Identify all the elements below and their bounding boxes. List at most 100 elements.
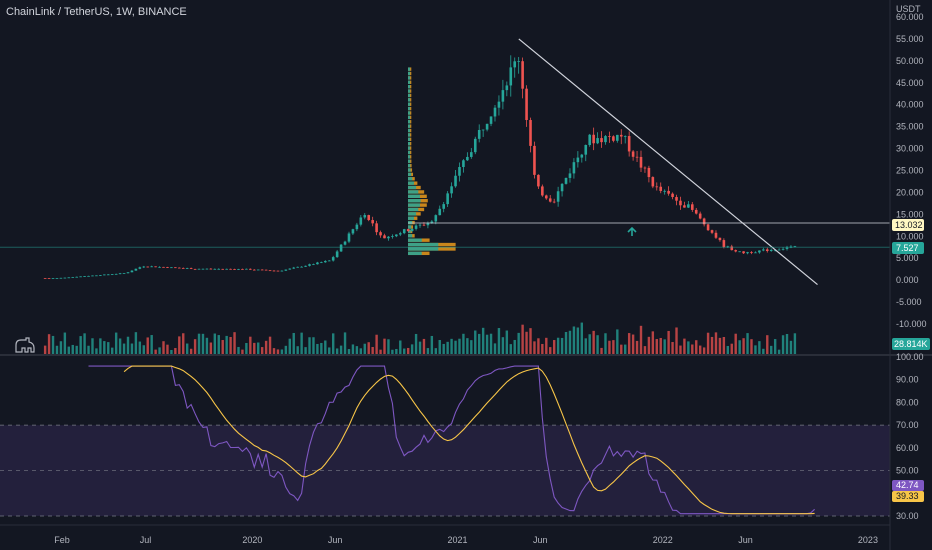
candle-body [252, 269, 256, 271]
time-tick-label: Jul [140, 535, 152, 545]
candle-body [722, 240, 726, 247]
volume-bar [75, 345, 78, 354]
candle-body [612, 136, 615, 141]
candle-body [616, 134, 619, 141]
candle-body [702, 218, 706, 225]
candle-body [521, 61, 524, 89]
rsi-badge-text: 42.74 [896, 480, 919, 490]
candle-body [375, 223, 378, 233]
volume-bar [624, 344, 627, 354]
candle-body [517, 61, 520, 62]
volume-bar [793, 333, 797, 354]
candle-body [402, 229, 406, 234]
volume-profile-bar [408, 124, 411, 128]
candle-body [292, 267, 296, 269]
candle-body [450, 186, 453, 194]
volume-bar [193, 339, 197, 354]
volume-bar [746, 333, 749, 354]
volume-bar [395, 348, 398, 354]
candle-body [205, 268, 209, 270]
volume-profile-bar [408, 247, 439, 251]
candle-body [462, 160, 465, 168]
candle-body [576, 157, 580, 163]
trendline[interactable] [518, 38, 818, 285]
volume-bar [478, 333, 481, 354]
candle-body [221, 268, 225, 270]
volume-badge-text: 28.814K [894, 339, 928, 349]
rsi-ma-badge-text: 39.33 [896, 491, 919, 501]
volume-bar [189, 348, 193, 354]
price-tick-label: 45.000 [896, 78, 924, 88]
volume-bar [213, 333, 217, 354]
volume-bar [51, 335, 55, 354]
candle-body [106, 274, 110, 276]
candle-body [497, 101, 501, 108]
volume-bar [225, 335, 228, 354]
volume-bar [158, 347, 161, 354]
volume-bar [493, 343, 497, 354]
tradingview-logo-icon[interactable] [14, 336, 38, 354]
candle-body [391, 236, 394, 238]
candle-body [83, 276, 86, 277]
volume-bar [600, 347, 603, 354]
candle-body [51, 278, 55, 279]
volume-bar [521, 324, 524, 354]
candle-body [572, 162, 576, 174]
time-tick-label: Jun [328, 535, 343, 545]
volume-bar [268, 336, 272, 354]
candle-body [529, 120, 532, 146]
candle-body [608, 136, 611, 137]
volume-bar [710, 336, 714, 354]
volume-profile-bar [408, 168, 411, 172]
volume-bar [766, 335, 769, 354]
volume-bar [91, 338, 94, 354]
volume-bar [185, 343, 189, 354]
volume-bar [770, 345, 773, 354]
candle-body [47, 278, 51, 279]
volume-bar [71, 344, 74, 354]
volume-profile-bar [408, 225, 412, 229]
volume-bar [166, 344, 169, 354]
candle-body [552, 201, 556, 203]
rsi-tick-label: 50.00 [896, 466, 919, 476]
volume-bar [320, 342, 323, 354]
volume-profile-bar [408, 234, 413, 238]
candle-body [245, 268, 248, 270]
volume-bar [706, 332, 710, 354]
candle-body [122, 273, 126, 275]
volume-profile-bar [408, 172, 412, 177]
volume-bar [371, 346, 374, 354]
volume-profile-bar [408, 146, 411, 150]
volume-bar [758, 341, 761, 354]
volume-bar [379, 349, 382, 354]
volume-bar [466, 338, 469, 354]
candle-body [580, 154, 584, 158]
volume-bar [162, 341, 165, 354]
candle-body [485, 123, 489, 130]
volume-bar [182, 333, 185, 354]
candle-body [734, 250, 738, 252]
candle-body [426, 223, 430, 226]
candle-body [548, 198, 552, 202]
candle-body [43, 278, 47, 279]
candle-body [738, 251, 741, 253]
volume-bar [351, 344, 355, 354]
volume-bar [47, 334, 51, 354]
candle-body [170, 267, 173, 269]
volume-bar [383, 338, 386, 354]
volume-profile-bar [408, 242, 439, 247]
time-axis[interactable]: FebJul2020Jun2021Jun2022Jun2023Jun2024Ma… [54, 535, 932, 545]
volume-bar [363, 343, 366, 354]
candle-body [706, 224, 710, 231]
volume-bar [592, 330, 595, 354]
candle-body [395, 234, 398, 237]
candle-body [363, 215, 367, 218]
candle-body [296, 266, 299, 268]
price-axis[interactable]: 60.000 55.000 50.000 45.000 40.000 35.000 30.0… [896, 12, 927, 329]
price-tick-label: 20.000 [896, 187, 924, 197]
volume-bar [497, 328, 501, 354]
volume-bar [738, 340, 741, 354]
volume-bar [43, 345, 47, 354]
candle-body [710, 230, 714, 233]
